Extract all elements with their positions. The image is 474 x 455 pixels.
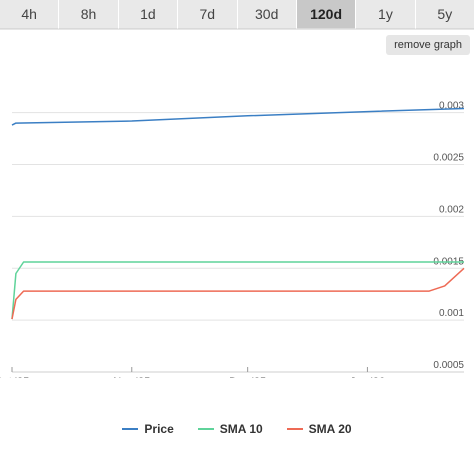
range-tab-1y[interactable]: 1y (356, 0, 416, 29)
legend-swatch (122, 428, 139, 430)
legend-label: Price (144, 422, 174, 436)
x-tick-label: Jan '26 (350, 376, 385, 378)
remove-graph-button[interactable]: remove graph (386, 35, 470, 55)
legend-swatch (197, 428, 214, 430)
range-tab-120d[interactable]: 120d (296, 0, 357, 29)
legend-item-sma-10[interactable]: SMA 10 (197, 420, 263, 438)
y-tick-label: 0.002 (439, 204, 464, 215)
x-tick-label: Oct '25 (0, 376, 29, 378)
legend-label: SMA 10 (219, 422, 263, 436)
y-tick-label: 0.0005 (433, 360, 464, 371)
y-tick-label: 0.003 (439, 101, 464, 112)
series-line-sma-20 (11, 267, 465, 320)
range-tab-5y[interactable]: 5y (415, 0, 474, 29)
legend-swatch (286, 428, 303, 430)
range-tab-4h[interactable]: 4h (0, 0, 60, 29)
series-line-sma-10 (11, 261, 464, 320)
legend-item-sma-20[interactable]: SMA 20 (286, 420, 352, 438)
range-tab-1d[interactable]: 1d (118, 0, 179, 29)
y-tick-label: 0.001 (439, 308, 464, 319)
chart-legend: Price SMA 10 SMA 20 (0, 420, 474, 438)
y-tick-label: 0.0025 (433, 153, 464, 164)
range-tab-8h[interactable]: 8h (59, 0, 119, 29)
series-line-price (11, 107, 465, 126)
legend-label: SMA 20 (308, 422, 352, 436)
x-tick-label: Nov '25 (113, 376, 150, 378)
x-tick-label: Dec '25 (229, 376, 266, 378)
range-tab-30d[interactable]: 30d (237, 0, 297, 29)
time-range-tabs: 4h 8h 1d 7d 30d 120d 1y 5y (0, 0, 474, 30)
legend-item-price[interactable]: Price (122, 420, 174, 438)
range-tab-7d[interactable]: 7d (178, 0, 238, 29)
